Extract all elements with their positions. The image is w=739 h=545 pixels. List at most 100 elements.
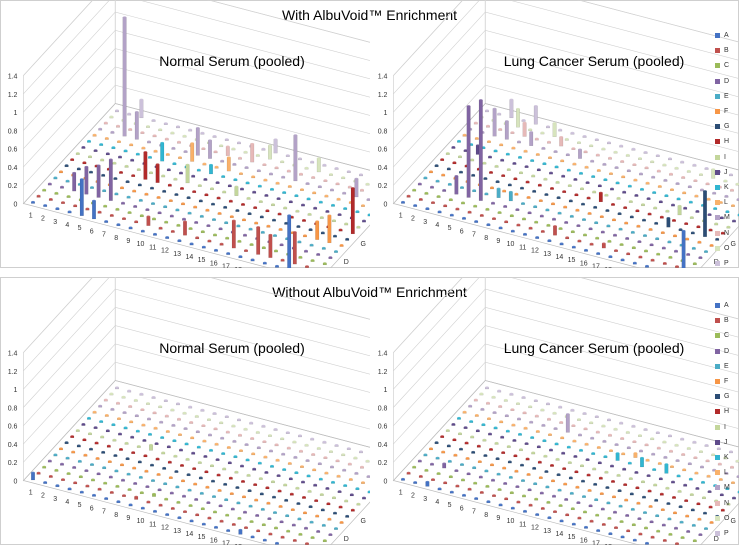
bar-cap [478, 460, 482, 463]
bar-cap [668, 434, 672, 437]
bar [146, 216, 151, 226]
bar-cap [503, 482, 507, 485]
bar-cap [654, 498, 658, 501]
gridline [393, 0, 739, 76]
bar-cap [704, 527, 708, 530]
bar-cap [435, 456, 440, 459]
bar-cap [112, 161, 117, 164]
bar-cap [164, 399, 168, 402]
bar-cap [448, 459, 452, 462]
bar-cap [643, 234, 647, 237]
bar-cap [600, 215, 604, 218]
bar-cap [690, 493, 694, 496]
bar-cap [284, 221, 289, 224]
bar-cap [455, 484, 460, 487]
bar-cap [623, 483, 627, 486]
bar-cap [182, 494, 186, 497]
bar-cap [493, 426, 498, 429]
bar-cap [460, 186, 464, 189]
bar [522, 122, 527, 137]
bar-cap [108, 460, 112, 463]
bar-cap [177, 516, 182, 519]
legend-item: E [715, 359, 730, 374]
legend-swatch [715, 530, 720, 536]
bar-cap [568, 184, 572, 187]
bar-cap [128, 503, 133, 506]
bar [96, 165, 101, 198]
bar-cap [138, 460, 142, 463]
bar-cap [673, 511, 677, 514]
x-tick-label: 17 [222, 541, 230, 545]
bar-cap [482, 438, 487, 441]
legend-label: D [724, 347, 730, 355]
bar-cap [131, 451, 135, 454]
legend-label: B [724, 317, 729, 325]
legend-item: A [715, 298, 730, 313]
bar-cap [522, 217, 526, 220]
bar-cap [671, 203, 675, 206]
bar-cap [614, 166, 619, 169]
legend-item: G [715, 389, 730, 404]
bar-cap [496, 187, 501, 190]
bar-cap [657, 169, 661, 172]
bar-cap [633, 538, 637, 541]
bar-cap [542, 439, 547, 442]
bar-cap [315, 220, 320, 223]
bar-cap [158, 405, 162, 408]
bar-cap [247, 489, 252, 492]
bar-cap [292, 523, 296, 526]
bar-cap [555, 457, 560, 460]
bar-cap [558, 504, 563, 507]
bar-cap [200, 214, 204, 217]
bar-cap [159, 420, 163, 423]
bar-cap [328, 533, 333, 536]
bar-cap [481, 423, 486, 426]
gridline [393, 277, 739, 372]
bar-cap [700, 465, 704, 468]
x-tick-label: 18 [604, 544, 612, 545]
x-tick-label: 14 [185, 254, 193, 261]
bar-cap [172, 162, 177, 165]
bar [737, 214, 739, 217]
y-tick-label: 0.4 [8, 165, 18, 172]
legend-label: G [724, 123, 730, 131]
x-tick-label: 1 [29, 489, 33, 496]
x-tick-label: 3 [53, 496, 57, 503]
bar-cap [306, 474, 311, 477]
gridline [393, 361, 739, 463]
legend-item: K [715, 450, 730, 465]
bar-cap [521, 479, 525, 482]
legend-label: B [724, 47, 729, 55]
x-tick-label: 1 [29, 212, 33, 219]
bar-cap [527, 211, 532, 214]
bar-cap [157, 488, 162, 491]
bar-cap [182, 411, 187, 414]
bar-cap [278, 228, 283, 231]
bar-cap [599, 476, 603, 479]
bar-cap [679, 520, 684, 523]
bar-cap [292, 440, 297, 443]
bar-cap [120, 463, 124, 466]
bar-cap [348, 462, 352, 465]
x-tick-label: 11 [149, 244, 156, 251]
bar-cap [577, 239, 582, 242]
bar-cap [496, 472, 501, 475]
x-tick-label: 5 [78, 502, 82, 509]
bar-cap [619, 421, 623, 424]
bar-cap [195, 236, 199, 239]
bar-cap [61, 201, 65, 204]
bar-cap [574, 193, 579, 196]
bar-cap [605, 486, 610, 489]
bar-cap [622, 467, 626, 470]
bar-cap [250, 437, 254, 440]
bar-cap [149, 443, 153, 446]
bar-cap [620, 437, 624, 440]
bar-cap [116, 401, 120, 404]
bar-cap [304, 249, 308, 252]
bar-cap [488, 432, 492, 435]
bar-cap [613, 233, 617, 236]
y-tick-label: 0.4 [8, 442, 18, 449]
x-tick-label: 1 [399, 212, 403, 219]
bar-cap [76, 152, 80, 155]
